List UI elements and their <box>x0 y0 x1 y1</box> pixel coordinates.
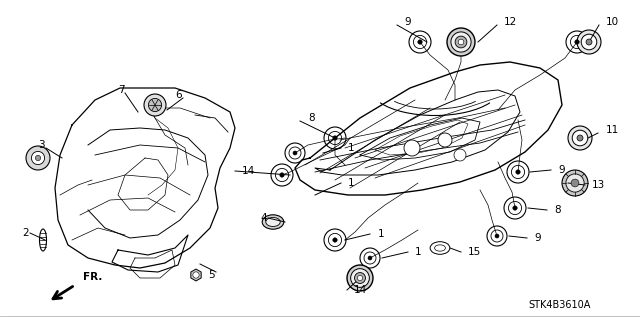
Circle shape <box>451 32 471 52</box>
Text: 1: 1 <box>415 247 422 257</box>
Text: FR.: FR. <box>83 272 102 282</box>
Text: 1: 1 <box>378 229 385 239</box>
Circle shape <box>333 136 337 140</box>
Text: 5: 5 <box>208 270 214 280</box>
Circle shape <box>347 265 373 291</box>
Circle shape <box>455 36 467 48</box>
Text: 3: 3 <box>38 140 45 150</box>
Ellipse shape <box>262 215 284 229</box>
Circle shape <box>31 152 45 165</box>
Text: 8: 8 <box>308 113 315 123</box>
Circle shape <box>586 39 592 45</box>
Text: 10: 10 <box>606 17 619 27</box>
Text: STK4B3610A: STK4B3610A <box>528 300 590 310</box>
Circle shape <box>581 34 596 50</box>
Text: 12: 12 <box>504 17 517 27</box>
Text: 8: 8 <box>554 205 561 215</box>
Text: 1: 1 <box>348 143 355 153</box>
Circle shape <box>193 272 199 278</box>
Text: 11: 11 <box>606 125 620 135</box>
Text: 2: 2 <box>22 228 29 238</box>
Circle shape <box>418 40 422 44</box>
Circle shape <box>447 28 475 56</box>
Circle shape <box>577 30 601 54</box>
Circle shape <box>438 133 452 147</box>
Circle shape <box>357 275 363 281</box>
Text: 13: 13 <box>592 180 605 190</box>
Circle shape <box>355 272 365 284</box>
Circle shape <box>148 98 161 112</box>
Text: 4: 4 <box>260 213 267 223</box>
Text: 6: 6 <box>175 90 182 100</box>
Circle shape <box>458 39 464 45</box>
Circle shape <box>575 40 579 44</box>
Circle shape <box>404 140 420 156</box>
Ellipse shape <box>40 229 47 251</box>
Circle shape <box>351 269 369 287</box>
Text: 14: 14 <box>354 285 367 295</box>
Circle shape <box>513 206 517 210</box>
Text: 7: 7 <box>118 85 125 95</box>
Circle shape <box>368 256 372 260</box>
Ellipse shape <box>266 218 280 226</box>
Circle shape <box>26 146 50 170</box>
Circle shape <box>495 234 499 238</box>
Circle shape <box>568 126 592 150</box>
Circle shape <box>516 170 520 174</box>
Circle shape <box>144 94 166 116</box>
Text: 9: 9 <box>558 165 564 175</box>
Circle shape <box>333 238 337 242</box>
Circle shape <box>577 135 583 141</box>
Text: 1: 1 <box>348 178 355 188</box>
Polygon shape <box>191 269 201 281</box>
Text: 9: 9 <box>404 17 411 27</box>
Circle shape <box>571 179 579 187</box>
Circle shape <box>280 173 284 177</box>
Circle shape <box>566 174 584 192</box>
Circle shape <box>454 149 466 161</box>
Circle shape <box>572 130 588 146</box>
Circle shape <box>35 155 41 161</box>
Text: 15: 15 <box>468 247 481 257</box>
Text: 9: 9 <box>534 233 541 243</box>
Circle shape <box>293 151 297 155</box>
Circle shape <box>562 170 588 196</box>
Text: 14: 14 <box>242 166 255 176</box>
